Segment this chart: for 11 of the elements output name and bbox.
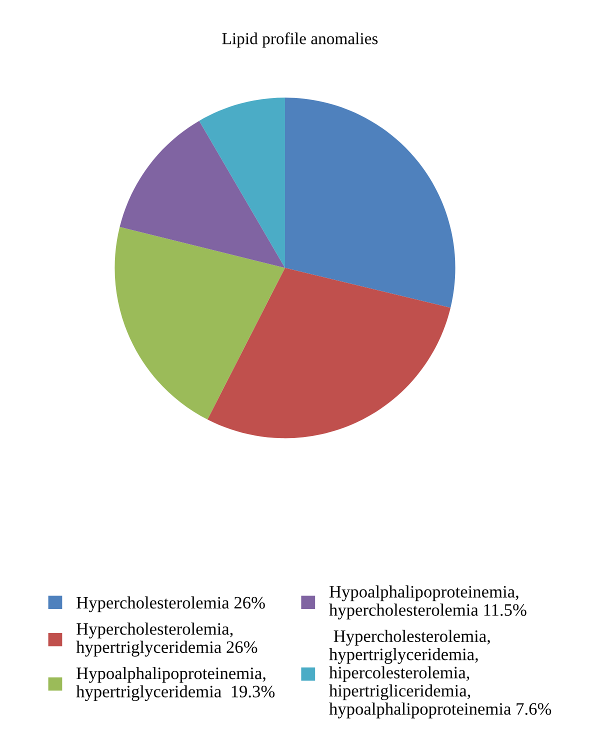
legend-label: Hypercholesterolemia 26% <box>76 596 265 612</box>
legend-label: Hypercholesterolemia, hypertriglyceridemia 26% <box>76 622 258 657</box>
pie-slice <box>207 268 451 438</box>
pie-slice <box>199 98 285 268</box>
legend-label: Hypercholesterolemia, hypertriglyceridemia, hipercolesterolemia, hipertrigliceridemia, hypoalphalipoproteinemia 7.6% <box>329 630 552 718</box>
legend-label: Hypoalphalipoproteinemia, hypercholesterolemia 11.5% <box>329 585 526 620</box>
pie-slice <box>285 98 456 308</box>
legend-label: Hypoalphalipoproteinemia, hypertriglyceridemia 19.3% <box>76 667 275 701</box>
pie-slice <box>114 226 285 420</box>
chart-title: Lipid profile anomalies <box>222 32 378 48</box>
pie-slice <box>120 120 285 268</box>
